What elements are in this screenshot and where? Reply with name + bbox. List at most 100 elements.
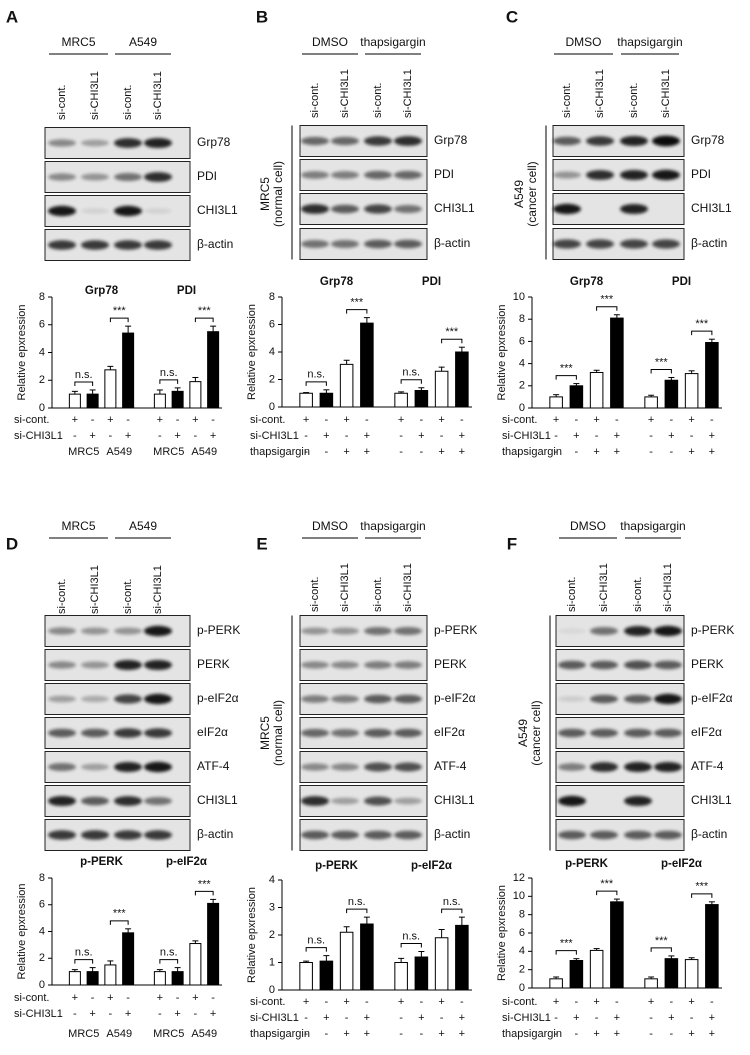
significance-bracket <box>691 893 713 898</box>
condition-sign: + <box>688 446 694 458</box>
group-title: p-eIF2α <box>166 856 207 868</box>
condition-label: si-CHI3L1 <box>14 1008 63 1020</box>
blot-strip <box>552 159 685 191</box>
band-label: β-actin <box>691 236 727 250</box>
condition-sign: + <box>648 996 654 1008</box>
blot-band <box>590 728 618 738</box>
blot-band <box>301 204 329 214</box>
bar <box>339 363 354 408</box>
condition-sign: + <box>688 1028 694 1040</box>
blot-strip <box>44 649 191 681</box>
blot-strip <box>299 649 428 681</box>
bar <box>455 351 469 408</box>
bar <box>644 396 658 409</box>
significance-label: n.s. <box>348 896 366 908</box>
cell-label: (cancer cell) <box>525 161 539 226</box>
condition-sign: - <box>690 1012 694 1024</box>
condition-sign: + <box>688 414 694 426</box>
blot-band <box>81 695 109 703</box>
band-label: p-PERK <box>197 623 240 637</box>
y-tick-label: 2 <box>269 373 275 385</box>
blot-band <box>301 171 329 179</box>
significance-label: *** <box>560 938 574 950</box>
blot-strip <box>555 751 685 783</box>
significance-label: *** <box>655 935 669 947</box>
significance-label: n.s. <box>402 930 420 942</box>
column-header: thapsigargin <box>360 519 425 533</box>
lane-label: si-CHI3L1 <box>152 71 164 120</box>
condition-sign: - <box>440 430 444 442</box>
blot-band <box>301 136 329 146</box>
band-label: p-PERK <box>691 623 734 637</box>
condition-sign: - <box>304 1012 308 1024</box>
condition-sign: - <box>126 992 130 1004</box>
blot-band <box>114 138 142 148</box>
blot-band <box>48 763 76 771</box>
band-label: p-eIF2α <box>434 691 476 705</box>
condition-sign: - <box>670 996 674 1008</box>
lane-label: si-cont. <box>372 577 384 612</box>
significance-bracket <box>441 908 463 914</box>
blot-band <box>624 830 652 840</box>
condition-sign: - <box>211 414 215 426</box>
band-label: p-eIF2α <box>691 691 733 705</box>
bar <box>299 392 313 408</box>
blot-band <box>331 729 359 737</box>
condition-sign: + <box>614 1012 620 1024</box>
blot-band <box>144 761 172 773</box>
condition-sign: - <box>109 430 113 442</box>
condition-sign: - <box>595 1012 599 1024</box>
condition-sign: - <box>460 996 464 1008</box>
column-header: thapsigargin <box>360 35 425 49</box>
y-axis-label: Relative epxression <box>496 305 508 401</box>
group-label: MRC5 <box>68 446 99 458</box>
significance-label: *** <box>198 878 212 890</box>
y-tick-label: 4 <box>269 874 275 886</box>
condition-sign: - <box>91 992 95 1004</box>
blot-band <box>364 204 392 214</box>
significance-label: *** <box>113 908 127 920</box>
condition-sign: + <box>343 414 349 426</box>
lane-label: si-CHI3L1 <box>339 69 351 118</box>
condition-sign: + <box>573 1012 579 1024</box>
bar <box>569 385 584 409</box>
blot-strip <box>44 683 191 715</box>
blot-band <box>394 205 422 213</box>
y-axis-label: Relative epxression <box>16 884 28 980</box>
condition-sign: - <box>420 446 424 458</box>
condition-sign: - <box>325 446 329 458</box>
condition-label: thapsigargin <box>502 446 562 458</box>
blot-band <box>114 173 142 181</box>
bar <box>664 958 679 989</box>
column-header: MRC5 <box>61 519 95 533</box>
bar <box>414 956 429 991</box>
band-label: CHI3L1 <box>434 201 475 215</box>
bar <box>569 960 584 989</box>
bar <box>610 317 624 409</box>
condition-sign: + <box>593 996 599 1008</box>
blot-strip <box>44 229 191 261</box>
blot-band <box>586 239 614 249</box>
blot-band <box>48 830 76 840</box>
y-tick-label: 0 <box>519 402 525 414</box>
group-label: A549 <box>191 1028 217 1040</box>
blot-band <box>364 170 392 180</box>
blot-band <box>553 239 581 249</box>
significance-label: *** <box>350 297 364 309</box>
condition-sign: + <box>709 1012 715 1024</box>
blot-band <box>81 208 109 214</box>
cell-label: MRC5 <box>258 177 272 211</box>
significance-bracket <box>74 959 94 964</box>
condition-sign: - <box>420 996 424 1008</box>
blot-band <box>144 797 172 805</box>
bar <box>705 904 719 989</box>
y-tick-label: 2 <box>39 952 45 964</box>
blot-band <box>590 762 618 772</box>
significance-bracket <box>691 330 713 336</box>
condition-sign: + <box>323 430 329 442</box>
significance-bracket <box>400 379 422 384</box>
panel-letter: C <box>506 7 518 26</box>
condition-sign: - <box>325 1028 329 1040</box>
condition-sign: - <box>73 1008 77 1020</box>
significance-label: *** <box>600 294 614 306</box>
